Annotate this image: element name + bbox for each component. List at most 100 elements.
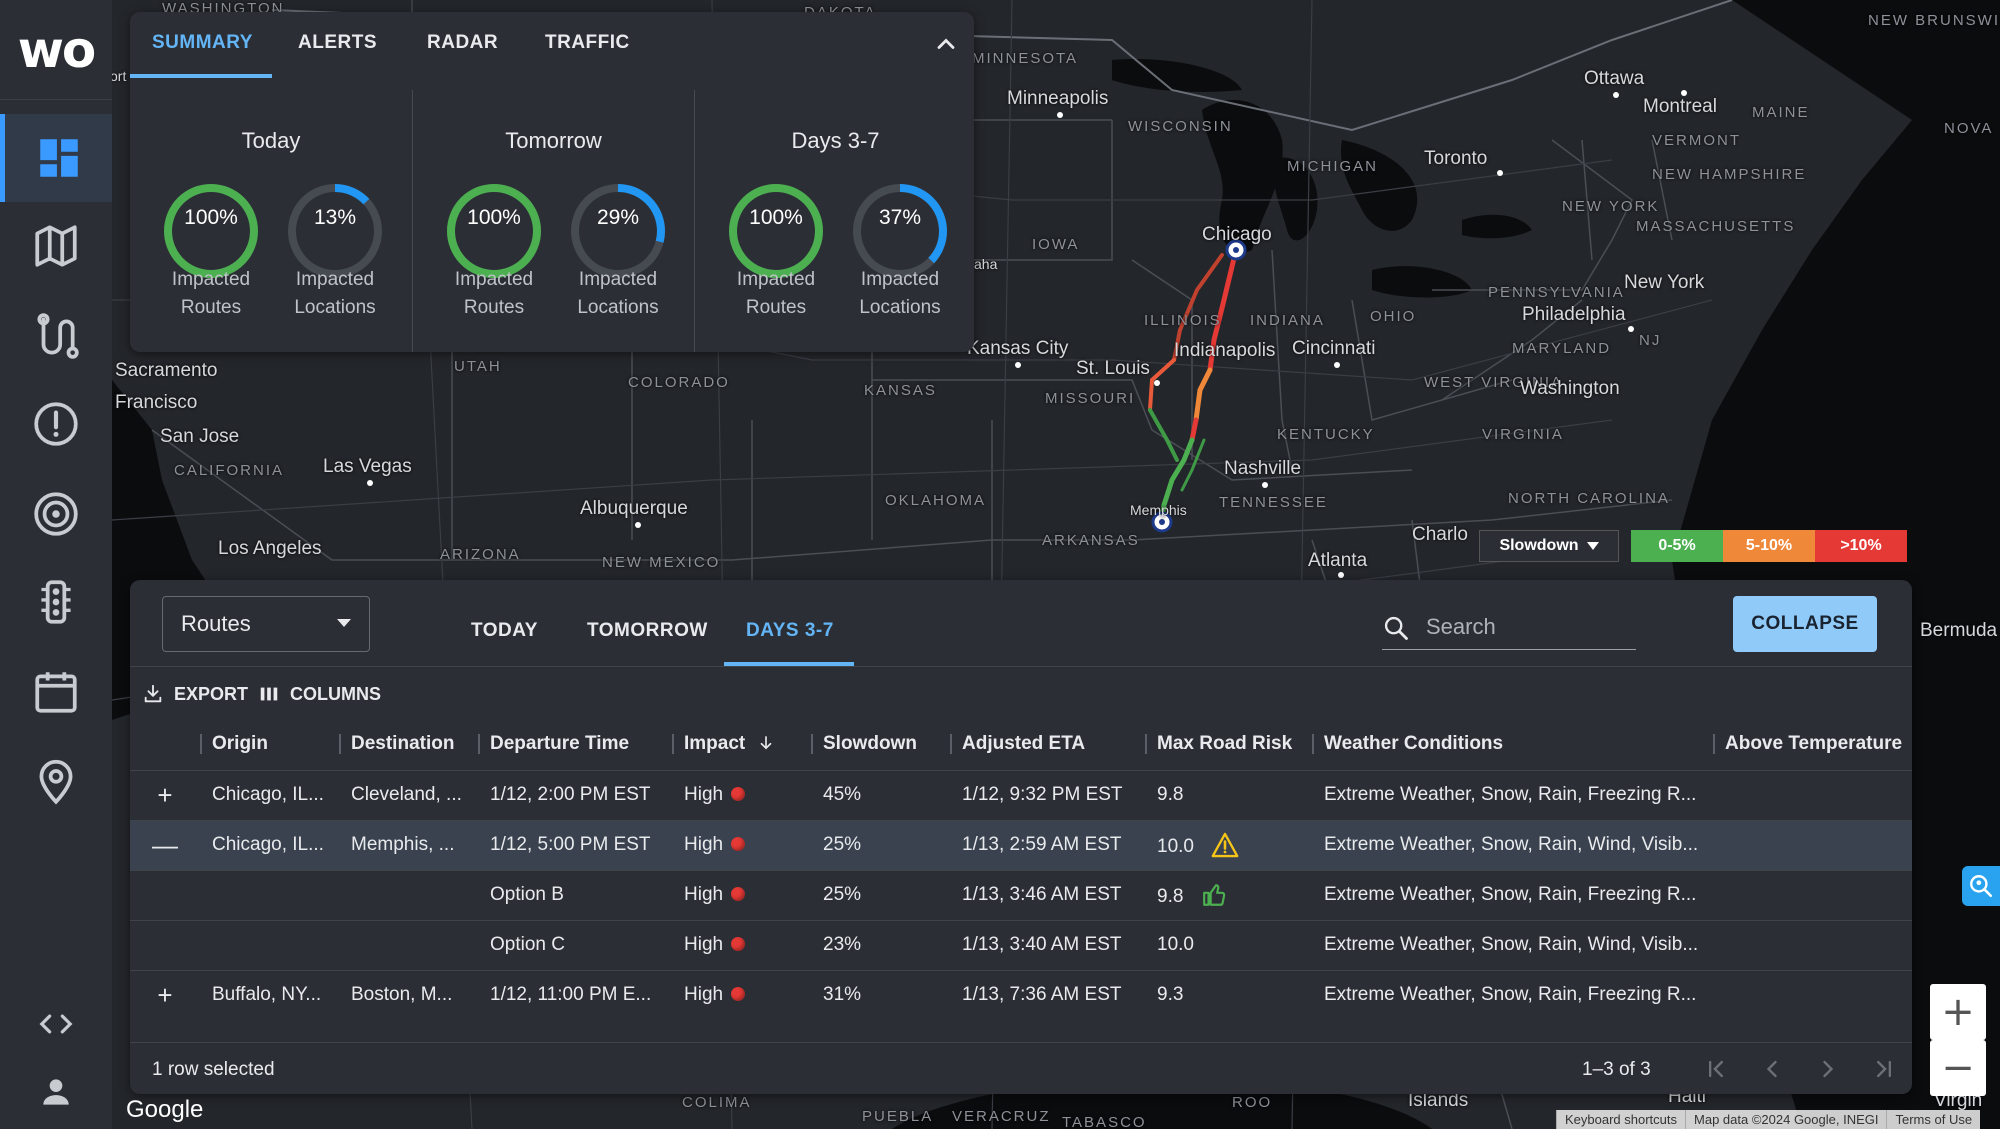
collapse-row-icon[interactable]: — (130, 819, 200, 870)
map-label: Washington (1520, 378, 1620, 399)
map-label: KANSAS (864, 382, 937, 399)
map-label: Ottawa (1584, 68, 1645, 89)
routes-gauge: 100% (445, 182, 543, 280)
map-label: NEW YORK (1562, 198, 1660, 215)
routes-gauge: 100% (162, 182, 260, 280)
nav-developer[interactable] (0, 980, 112, 1068)
column-header-risk[interactable]: Max Road Risk (1145, 718, 1312, 770)
map-city-dot (1015, 362, 1021, 368)
nav-dashboard[interactable] (0, 114, 112, 202)
route-icon (37, 313, 79, 359)
columns-button[interactable]: COLUMNS (258, 683, 381, 705)
collapse-button[interactable]: COLLAPSE (1733, 596, 1877, 652)
cell-temperature (1713, 869, 1912, 920)
impact-high-dot (731, 987, 746, 1002)
column-header-eta[interactable]: Adjusted ETA (950, 718, 1145, 770)
selection-count: 1 row selected (152, 1059, 275, 1080)
zoom-out-button[interactable]: − (1930, 1040, 1986, 1096)
cell-destination: Cleveland, ... (339, 769, 478, 820)
table-row[interactable]: + Buffalo, NY... Boston, M... 1/12, 11:0… (130, 969, 1912, 1020)
caret-down-icon (1586, 542, 1599, 550)
export-button[interactable]: EXPORT (142, 683, 248, 705)
map-label: NEW MEXICO (602, 554, 721, 571)
sort-descending-icon[interactable] (757, 734, 775, 752)
expand-icon[interactable]: + (130, 969, 200, 1020)
nav-routes[interactable] (0, 292, 112, 380)
column-header-destination[interactable]: Destination (339, 718, 478, 770)
locations-gauge: 13% (286, 182, 384, 280)
locations-gauge: 29% (569, 182, 667, 280)
expand-icon[interactable]: + (130, 769, 200, 820)
row-expander (130, 919, 200, 970)
cell-origin (200, 869, 339, 920)
cell-impact: High (672, 769, 811, 820)
map-label: ARIZONA (440, 546, 521, 563)
tab-today[interactable]: TODAY (471, 620, 538, 641)
column-header-impact[interactable]: Impact (672, 718, 811, 770)
map-label: CALIFORNIA (174, 462, 285, 479)
nav-radar[interactable] (0, 470, 112, 558)
thumbs-up-icon (1202, 884, 1225, 906)
tab-traffic[interactable]: TRAFFIC (545, 32, 630, 53)
tab-tomorrow[interactable]: TOMORROW (587, 620, 708, 641)
routes-gauge-value: 100% (467, 206, 521, 229)
map-label: MICHIGAN (1287, 158, 1378, 175)
terms-link[interactable]: Terms of Use (1886, 1110, 1980, 1129)
cell-departure: 1/12, 5:00 PM EST (478, 819, 672, 870)
tab-radar[interactable]: RADAR (427, 32, 499, 53)
legend-cell: 5-10% (1723, 530, 1815, 562)
columns-label: COLUMNS (290, 683, 381, 704)
column-header-weather[interactable]: Weather Conditions (1312, 718, 1713, 770)
map-label: Chicago (1202, 224, 1272, 245)
cell-weather: Extreme Weather, Snow, Rain, Wind, Visib… (1312, 819, 1713, 870)
map-label: TENNESSEE (1219, 494, 1328, 511)
map-search-tool[interactable] (1962, 866, 2000, 906)
row-expander (130, 869, 200, 920)
map-label: COLORADO (628, 374, 730, 391)
tab-alerts[interactable]: ALERTS (298, 32, 377, 53)
nav-alerts[interactable] (0, 380, 112, 468)
column-header-departure[interactable]: Departure Time (478, 718, 672, 770)
table-footer: 1 row selected 1–3 of 3 (130, 1042, 1912, 1094)
tab-summary[interactable]: SUMMARY (152, 32, 253, 53)
nav-locations[interactable] (0, 738, 112, 826)
map-label: Minneapolis (1007, 88, 1109, 109)
chevron-up-icon[interactable] (932, 30, 960, 58)
dashboard-icon (39, 139, 78, 177)
table-row[interactable]: Option C High 23% 1/13, 3:40 AM EST 10.0… (130, 919, 1912, 970)
table-row[interactable]: — Chicago, IL... Memphis, ... 1/12, 5:00… (130, 819, 1912, 870)
map-label: NEW HAMPSHIRE (1652, 166, 1807, 183)
last-page-icon[interactable] (1870, 1055, 1898, 1083)
nav-map[interactable] (0, 202, 112, 290)
legend-metric-select[interactable]: Slowdown (1479, 530, 1619, 562)
cell-impact: High (672, 969, 811, 1020)
zoom-search-icon (1970, 875, 1993, 898)
nav-traffic[interactable] (0, 558, 112, 646)
tab-days-3-7[interactable]: DAYS 3-7 (746, 620, 834, 641)
first-page-icon[interactable] (1702, 1055, 1730, 1083)
previous-page-icon[interactable] (1758, 1055, 1786, 1083)
column-header-slowdown[interactable]: Slowdown (811, 718, 950, 770)
summary-tabs: SUMMARY ALERTS RADAR TRAFFIC (130, 12, 974, 90)
view-select[interactable]: Routes (162, 596, 370, 652)
table-row[interactable]: + Chicago, IL... Cleveland, ... 1/12, 2:… (130, 769, 1912, 820)
nav-account[interactable] (0, 1048, 112, 1129)
map-label: ROO (1232, 1094, 1273, 1111)
map-label: Los Angeles (218, 538, 322, 559)
map-label: COLIMA (682, 1094, 752, 1111)
map-city-dot (1057, 112, 1063, 118)
map-label: OHIO (1370, 308, 1417, 325)
zoom-in-button[interactable]: + (1930, 984, 1986, 1040)
next-page-icon[interactable] (1814, 1055, 1842, 1083)
keyboard-shortcuts-link[interactable]: Keyboard shortcuts (1556, 1110, 1685, 1129)
column-header-origin[interactable]: Origin (200, 718, 339, 770)
search-input[interactable] (1426, 610, 1626, 644)
alert-icon (34, 402, 78, 446)
table-row[interactable]: Option B High 25% 1/13, 3:46 AM EST 9.8 … (130, 869, 1912, 920)
app-logo[interactable]: wo (0, 0, 112, 100)
column-header-expander (130, 718, 200, 770)
map-label: Las Vegas (323, 456, 412, 477)
column-header-temperature[interactable]: Above Temperature (1713, 718, 1912, 770)
nav-calendar[interactable] (0, 648, 112, 736)
map-icon (35, 225, 77, 267)
